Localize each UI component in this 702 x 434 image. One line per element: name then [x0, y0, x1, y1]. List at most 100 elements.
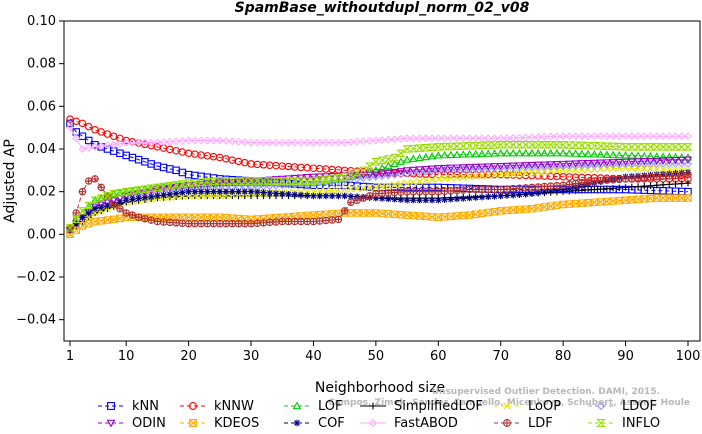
data-point: [209, 177, 219, 186]
data-point: [664, 143, 674, 151]
data-point: [421, 152, 430, 161]
data-point: [528, 168, 536, 177]
data-point: [509, 148, 518, 157]
data-point: [478, 134, 486, 143]
data-point: [371, 172, 380, 181]
data-point: [659, 132, 668, 141]
data-point: [197, 136, 206, 145]
data-point: [677, 156, 686, 165]
data-point: [178, 219, 187, 227]
legend-item: INFLO: [588, 416, 660, 431]
data-point: [408, 144, 418, 153]
data-point: [672, 180, 679, 188]
series-odin: [65, 156, 693, 235]
data-point: [472, 185, 480, 194]
data-point: [378, 189, 386, 198]
data-point: [402, 155, 412, 163]
data-point: [527, 133, 536, 142]
data-point: [297, 191, 305, 199]
data-point: [109, 132, 118, 140]
data-point: [647, 182, 654, 189]
legend-marker: [107, 402, 115, 410]
data-point: [166, 191, 174, 198]
data-point: [415, 153, 424, 162]
data-point: [290, 138, 299, 147]
data-point: [371, 158, 381, 166]
data-point: [72, 117, 80, 126]
data-point: [653, 165, 661, 173]
data-point: [552, 132, 561, 141]
data-point: [471, 134, 480, 143]
data-point: [371, 171, 381, 179]
data-point: [390, 153, 400, 162]
data-point: [622, 184, 629, 191]
data-point: [172, 137, 181, 146]
data-point: [272, 218, 280, 226]
data-point: [265, 177, 275, 185]
legend-item: KDEOS: [180, 416, 259, 431]
data-point: [66, 123, 74, 132]
data-point: [453, 165, 462, 174]
data-point: [278, 217, 286, 226]
data-point: [228, 137, 237, 146]
data-point: [547, 167, 555, 175]
x-tick-label: 60: [430, 349, 447, 364]
data-point: [452, 142, 462, 150]
data-point: [565, 166, 573, 174]
data-point: [322, 216, 330, 225]
data-point: [347, 193, 355, 200]
data-point: [221, 177, 231, 185]
data-point: [116, 204, 124, 213]
data-point: [502, 164, 511, 172]
data-point: [609, 132, 618, 141]
legend-item: FastABOD: [360, 416, 458, 431]
data-point: [665, 132, 674, 141]
data-point: [584, 165, 592, 174]
data-point: [477, 149, 487, 158]
data-point: [603, 176, 611, 184]
data-point: [503, 170, 511, 178]
data-point: [265, 182, 274, 191]
data-point: [577, 149, 587, 158]
data-point: [521, 140, 531, 149]
data-point: [240, 178, 249, 186]
data-point: [409, 178, 417, 186]
data-point: [446, 142, 456, 151]
data-point: [471, 149, 480, 158]
data-point: [229, 188, 236, 195]
legend-item: SimplifiedLOF: [360, 399, 483, 414]
data-point: [103, 199, 112, 207]
data-point: [684, 159, 692, 168]
data-point: [353, 196, 361, 204]
data-point: [415, 166, 424, 174]
data-point: [459, 150, 468, 158]
data-point: [84, 177, 93, 185]
data-point: [197, 188, 205, 195]
legend-item: LOF: [284, 399, 343, 414]
data-point: [390, 135, 399, 144]
data-point: [609, 197, 617, 205]
data-point: [216, 188, 224, 195]
data-point: [552, 148, 562, 157]
data-point: [396, 168, 405, 176]
data-point: [621, 159, 630, 168]
data-point: [478, 164, 486, 173]
data-point: [184, 179, 194, 187]
data-point: [385, 195, 392, 203]
data-point: [546, 140, 556, 149]
data-point: [365, 162, 375, 170]
data-point: [109, 190, 119, 198]
data-point: [178, 136, 187, 145]
data-point: [490, 207, 499, 216]
data-point: [514, 140, 524, 149]
legend-label: ODIN: [132, 416, 166, 431]
data-point: [459, 165, 468, 174]
data-point: [634, 174, 642, 182]
data-point: [79, 214, 86, 221]
data-point: [433, 143, 443, 151]
data-point: [527, 148, 537, 157]
data-point: [452, 164, 462, 172]
legend-label: LoOP: [528, 399, 561, 414]
data-point: [159, 182, 169, 191]
series-layer: [65, 115, 693, 239]
